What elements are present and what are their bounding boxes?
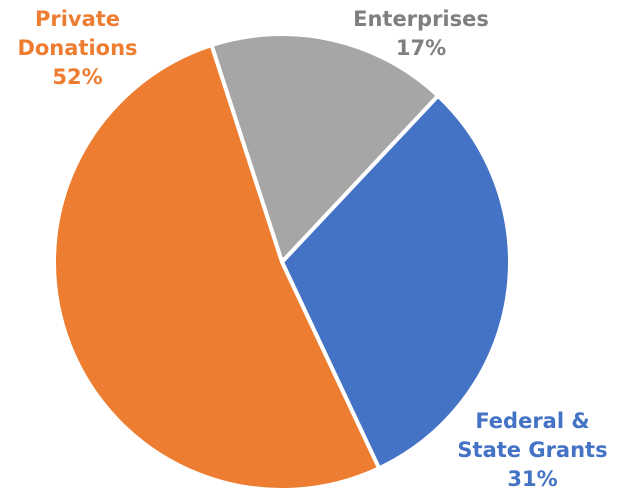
label-private-donations: Private Donations 52% [0, 5, 155, 92]
pie-slice-federal-state-grants [280, 93, 512, 471]
label-enterprises-value: 17% [395, 36, 447, 60]
label-federal-state-grants: Federal & State Grants 31% [445, 407, 620, 494]
pie-slice-private-donations [52, 43, 382, 492]
label-private-donations-line-2: Donations [17, 36, 138, 60]
label-enterprises-line-1: Enterprises [353, 7, 489, 31]
label-enterprises: Enterprises 17% [336, 5, 506, 63]
pie-slices [52, 32, 512, 492]
pie-slice-enterprises [209, 32, 441, 264]
label-federal-state-grants-value: 31% [507, 467, 558, 491]
label-private-donations-value: 52% [52, 65, 103, 89]
label-federal-state-grants-line-2: State Grants [457, 438, 608, 462]
label-private-donations-line-1: Private [34, 7, 121, 31]
label-federal-state-grants-line-1: Federal & [475, 409, 590, 433]
